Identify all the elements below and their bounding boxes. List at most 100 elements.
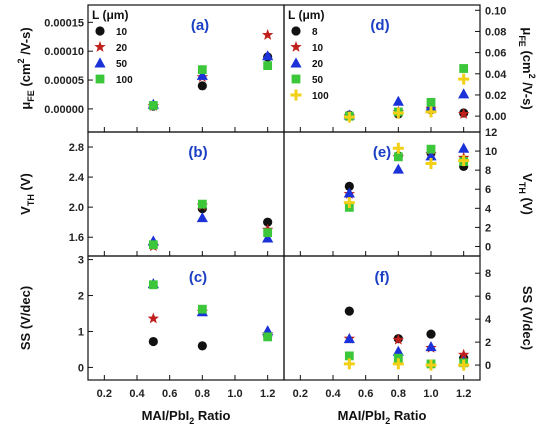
legend-marker [95, 26, 105, 36]
data-point [425, 341, 437, 352]
x-tick-label: 0.8 [195, 388, 210, 400]
x-tick-label: 0.6 [358, 388, 373, 400]
panel-frame [283, 255, 481, 381]
data-point [425, 359, 437, 371]
legend-title: L (μm) [92, 8, 128, 22]
panel-label: (c) [189, 269, 207, 286]
data-point [196, 212, 208, 223]
series-100 [148, 61, 273, 110]
data-point [263, 228, 273, 238]
data-point [458, 142, 470, 153]
data-point [197, 199, 207, 209]
data-point [197, 304, 207, 314]
series-50 [344, 351, 469, 369]
panel-label: (e) [373, 144, 391, 161]
data-point [344, 306, 354, 316]
x-tick-label: 1.2 [260, 388, 275, 400]
data-point [343, 333, 355, 344]
data-point [148, 280, 158, 290]
panel-b: 1.6 2.0 2.4 2.8 VTH (V) (b) [18, 131, 285, 257]
panel-f: 0 2 4 6 8 0.2 0.4 0.6 0.8 1.0 1.2 MAI/PbI2 Ratio SS … [283, 255, 535, 426]
series-100 [148, 199, 273, 250]
y-tick-label: 0 [485, 360, 491, 372]
data-point [458, 359, 470, 371]
data-point [459, 64, 469, 73]
data-point [425, 150, 437, 161]
data-point [393, 152, 403, 162]
x-tick-label: 0.4 [325, 388, 341, 400]
series-10 [148, 204, 273, 250]
series-10 [343, 147, 470, 199]
y-tick-label: 2 [485, 337, 491, 349]
series-50 [147, 212, 274, 246]
data-point [343, 358, 355, 370]
data-point [263, 217, 273, 227]
legend-entry: 8 [312, 27, 318, 38]
data-point [343, 187, 355, 198]
data-point [148, 336, 158, 347]
panel-d: 0.00 0.02 0.04 0.06 0.08 0.10 μFE (cm2 /V-s) (d… [283, 4, 537, 133]
panel-label: (a) [191, 17, 209, 34]
data-point [261, 29, 274, 40]
y-tick-label: 1 [78, 326, 84, 338]
x-axis-label: MAI/PbI2 Ratio [338, 408, 427, 426]
data-point [392, 163, 404, 174]
y-tick-label: 6 [485, 184, 491, 196]
legend-marker [291, 26, 301, 36]
data-point [425, 106, 437, 118]
legend-entry: 50 [116, 59, 128, 70]
x-tick-label: 0.4 [129, 388, 145, 400]
series-100 [343, 142, 470, 209]
data-point [426, 144, 436, 154]
data-point [392, 107, 404, 119]
series-10 [148, 52, 273, 111]
y-tick-label: 0 [78, 362, 84, 374]
x-tick-label: 1.0 [227, 388, 242, 400]
series-10 [343, 332, 470, 360]
y-tick-label: 0.00005 [44, 75, 84, 87]
legend-title: L (μm) [288, 8, 324, 22]
legend-marker [94, 41, 106, 52]
x-tick-label: 0.2 [97, 388, 112, 400]
panel-frame [87, 255, 285, 381]
panel-e: 0 2 4 6 8 10 12 VTH (V) (e) [283, 127, 535, 257]
y-tick-label: 3 [78, 255, 84, 267]
y-axis-label: VTH (V) [18, 173, 36, 215]
legend-entry: 20 [116, 43, 128, 54]
legend-marker [290, 41, 302, 52]
y-tick-label: 12 [485, 127, 497, 139]
data-point [263, 61, 273, 71]
series-20 [147, 305, 274, 340]
series-20 [147, 29, 274, 111]
data-point [426, 329, 436, 339]
y-tick-label: 0.10 [485, 5, 506, 17]
y-tick-label: 0.04 [485, 69, 507, 81]
y-tick-label: 0.00015 [44, 17, 84, 29]
y-tick-label: 0.00 [485, 111, 506, 123]
data-point [457, 108, 470, 119]
y-tick-label: 0.06 [485, 48, 506, 60]
y-axis-label: VTH (V) [517, 173, 535, 215]
data-point [392, 345, 404, 356]
y-tick-label: 0.08 [485, 26, 506, 38]
y-tick-label: 4 [485, 314, 492, 326]
x-tick-label: 0.8 [391, 388, 406, 400]
legend-entry: 50 [312, 75, 324, 86]
series-50 [147, 50, 274, 109]
y-tick-label: 2.8 [69, 142, 84, 154]
series-50 [344, 144, 469, 212]
data-point [392, 358, 404, 370]
data-point [426, 97, 436, 107]
y-tick-label: 0.00000 [44, 104, 84, 116]
data-point [392, 95, 404, 106]
legend-marker [290, 89, 302, 101]
y-tick-label: 10 [485, 146, 497, 158]
y-tick-label: 0.00010 [44, 46, 84, 58]
panel-label: (d) [370, 17, 389, 34]
y-tick-label: 2 [78, 291, 84, 303]
data-point [147, 312, 160, 324]
legend-marker [95, 74, 105, 84]
legend-entry: 20 [312, 59, 324, 70]
y-axis-label: SS (V/dec) [18, 286, 33, 350]
